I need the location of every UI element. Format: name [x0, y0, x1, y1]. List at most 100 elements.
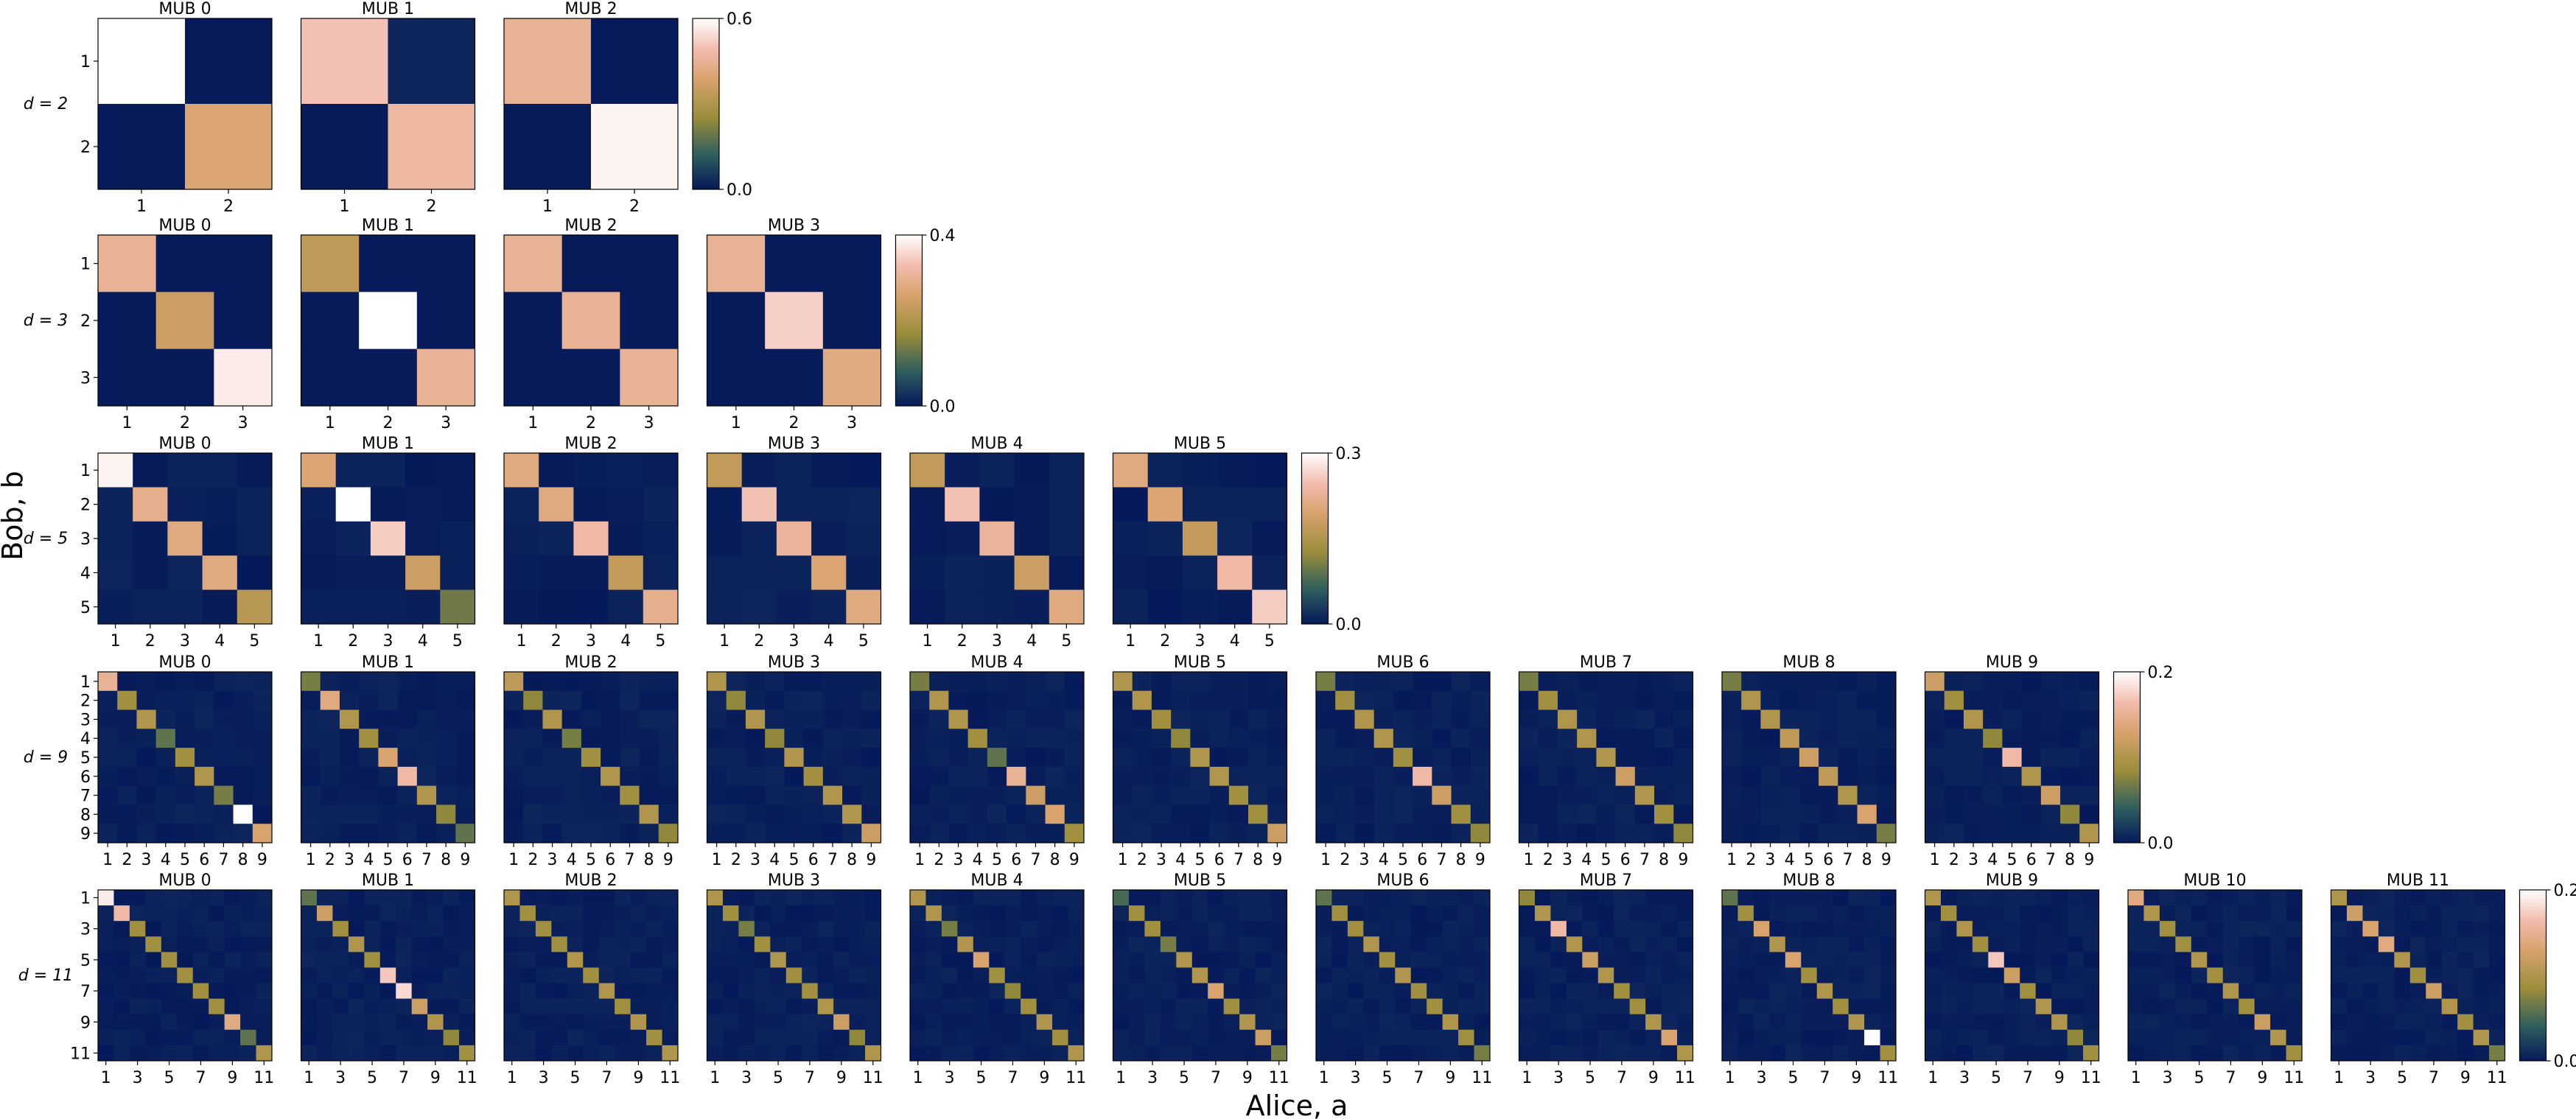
heatmap-cell — [1629, 905, 1646, 922]
heatmap-cell — [237, 487, 273, 522]
heatmap-cell — [707, 804, 727, 824]
heatmap-cell — [2020, 952, 2037, 968]
heatmap-cell — [2003, 967, 2020, 984]
heatmap-cell — [581, 824, 601, 843]
heatmap-cell — [802, 983, 819, 1000]
heatmap-cell — [1160, 890, 1177, 906]
colorbar-tick-label: 0.0 — [2148, 835, 2174, 853]
heatmap-cell — [861, 672, 881, 692]
heatmap-cell — [1801, 890, 1818, 906]
heatmap-cell — [535, 952, 552, 968]
heatmap-cell — [1760, 766, 1781, 787]
heatmap-cell — [155, 690, 176, 711]
heatmap-cell — [846, 521, 881, 556]
heatmap-cell — [646, 983, 663, 1000]
x-tick-label: 3 — [1562, 851, 1572, 869]
heatmap-cell — [803, 804, 824, 824]
heatmap-cell — [765, 785, 785, 805]
heatmap-cell — [2207, 983, 2224, 1000]
heatmap-cell — [2003, 890, 2020, 906]
heatmap-panel: MUB 91 2 3 4 5 6 7 8 9 — [1924, 653, 2100, 869]
heatmap-cell — [1722, 936, 1738, 953]
heatmap-cell — [1596, 824, 1617, 843]
heatmap-cell — [443, 936, 460, 953]
heatmap-cell — [2191, 983, 2208, 1000]
x-tick-label: 1 — [913, 1069, 923, 1087]
heatmap-cell — [1737, 1014, 1754, 1031]
heatmap-cell — [1988, 936, 2005, 953]
heatmap-cell — [658, 672, 679, 692]
heatmap-cell — [192, 1045, 209, 1062]
heatmap-cell — [1252, 487, 1287, 522]
heatmap-cell — [1614, 952, 1631, 968]
heatmap-cell — [1864, 1014, 1881, 1031]
x-tick-label: 11 — [1471, 1069, 1492, 1087]
heatmap-cell — [359, 824, 379, 843]
heatmap-cell — [707, 292, 766, 350]
heatmap-cell — [615, 936, 631, 953]
heatmap-cell — [1848, 1014, 1865, 1031]
heatmap-cell — [523, 785, 543, 805]
heatmap-cell — [1737, 936, 1754, 953]
heatmap-cell — [378, 672, 399, 692]
heatmap-cell — [1538, 709, 1558, 729]
heatmap-cell — [443, 998, 460, 1015]
heatmap-cell — [630, 890, 647, 906]
x-tick-label: 9 — [430, 1069, 441, 1087]
heatmap-cell — [1347, 1029, 1364, 1046]
heatmap-cell — [1654, 672, 1674, 692]
heatmap-cell — [726, 824, 746, 843]
heatmap-cell — [1925, 905, 1942, 922]
heatmap-cell — [1925, 1029, 1942, 1046]
heatmap-cell — [339, 690, 360, 711]
heatmap-cell — [1769, 967, 1786, 984]
x-tick-label: 11 — [1675, 1069, 1695, 1087]
heatmap-cell — [1182, 453, 1218, 488]
heatmap-cell — [316, 890, 333, 906]
heatmap-cell — [1566, 1014, 1583, 1031]
heatmap-cell — [833, 1045, 850, 1062]
heatmap-cell — [745, 690, 766, 711]
heatmap-cell — [1064, 748, 1085, 768]
heatmap-cell — [1833, 890, 1849, 906]
heatmap-cell — [861, 766, 881, 787]
heatmap-cell — [542, 804, 563, 824]
heatmap-cell — [1045, 785, 1065, 805]
heatmap-cell — [754, 1045, 771, 1062]
heatmap-cell — [662, 983, 679, 1000]
heatmap-cell — [2191, 890, 2208, 906]
heatmap-cell — [1614, 967, 1631, 984]
heatmap-cell — [1848, 890, 1865, 906]
heatmap-cell — [2426, 1045, 2443, 1062]
heatmap-cell — [378, 690, 399, 711]
heatmap-cell — [175, 785, 195, 805]
heatmap-cell — [1988, 952, 2005, 968]
x-tick-label: 5 — [992, 851, 1002, 869]
heatmap-cell — [707, 998, 724, 1015]
heatmap-cell — [1519, 967, 1536, 984]
heatmap-cell — [348, 921, 365, 937]
heatmap-cell — [1160, 1045, 1177, 1062]
colorbar-tick-label: 0.0 — [1336, 616, 1362, 634]
heatmap-cell — [573, 487, 609, 522]
panel-frame — [300, 18, 476, 190]
heatmap-cell — [1228, 690, 1249, 711]
heatmap-cell — [1451, 709, 1471, 729]
x-tick-label: 1 — [1320, 851, 1331, 869]
x-tick-label: 3 — [238, 414, 248, 432]
x-tick-label: 9 — [1648, 1069, 1659, 1087]
heatmap-cell — [535, 921, 552, 937]
heatmap-cell — [133, 589, 168, 625]
heatmap-cell — [335, 589, 371, 625]
heatmap-cell — [1223, 921, 1240, 937]
heatmap-cell — [910, 555, 945, 591]
heatmap-cell — [929, 672, 949, 692]
x-tick-label: 7 — [805, 1069, 815, 1087]
heatmap-cell — [2051, 967, 2068, 984]
heatmap-cell — [397, 785, 418, 805]
heatmap-cell — [1963, 804, 1984, 824]
heatmap-cell — [1208, 998, 1225, 1015]
heatmap-cell — [396, 936, 413, 953]
heatmap-cell — [1191, 1029, 1208, 1046]
heatmap-cell — [770, 1029, 787, 1046]
